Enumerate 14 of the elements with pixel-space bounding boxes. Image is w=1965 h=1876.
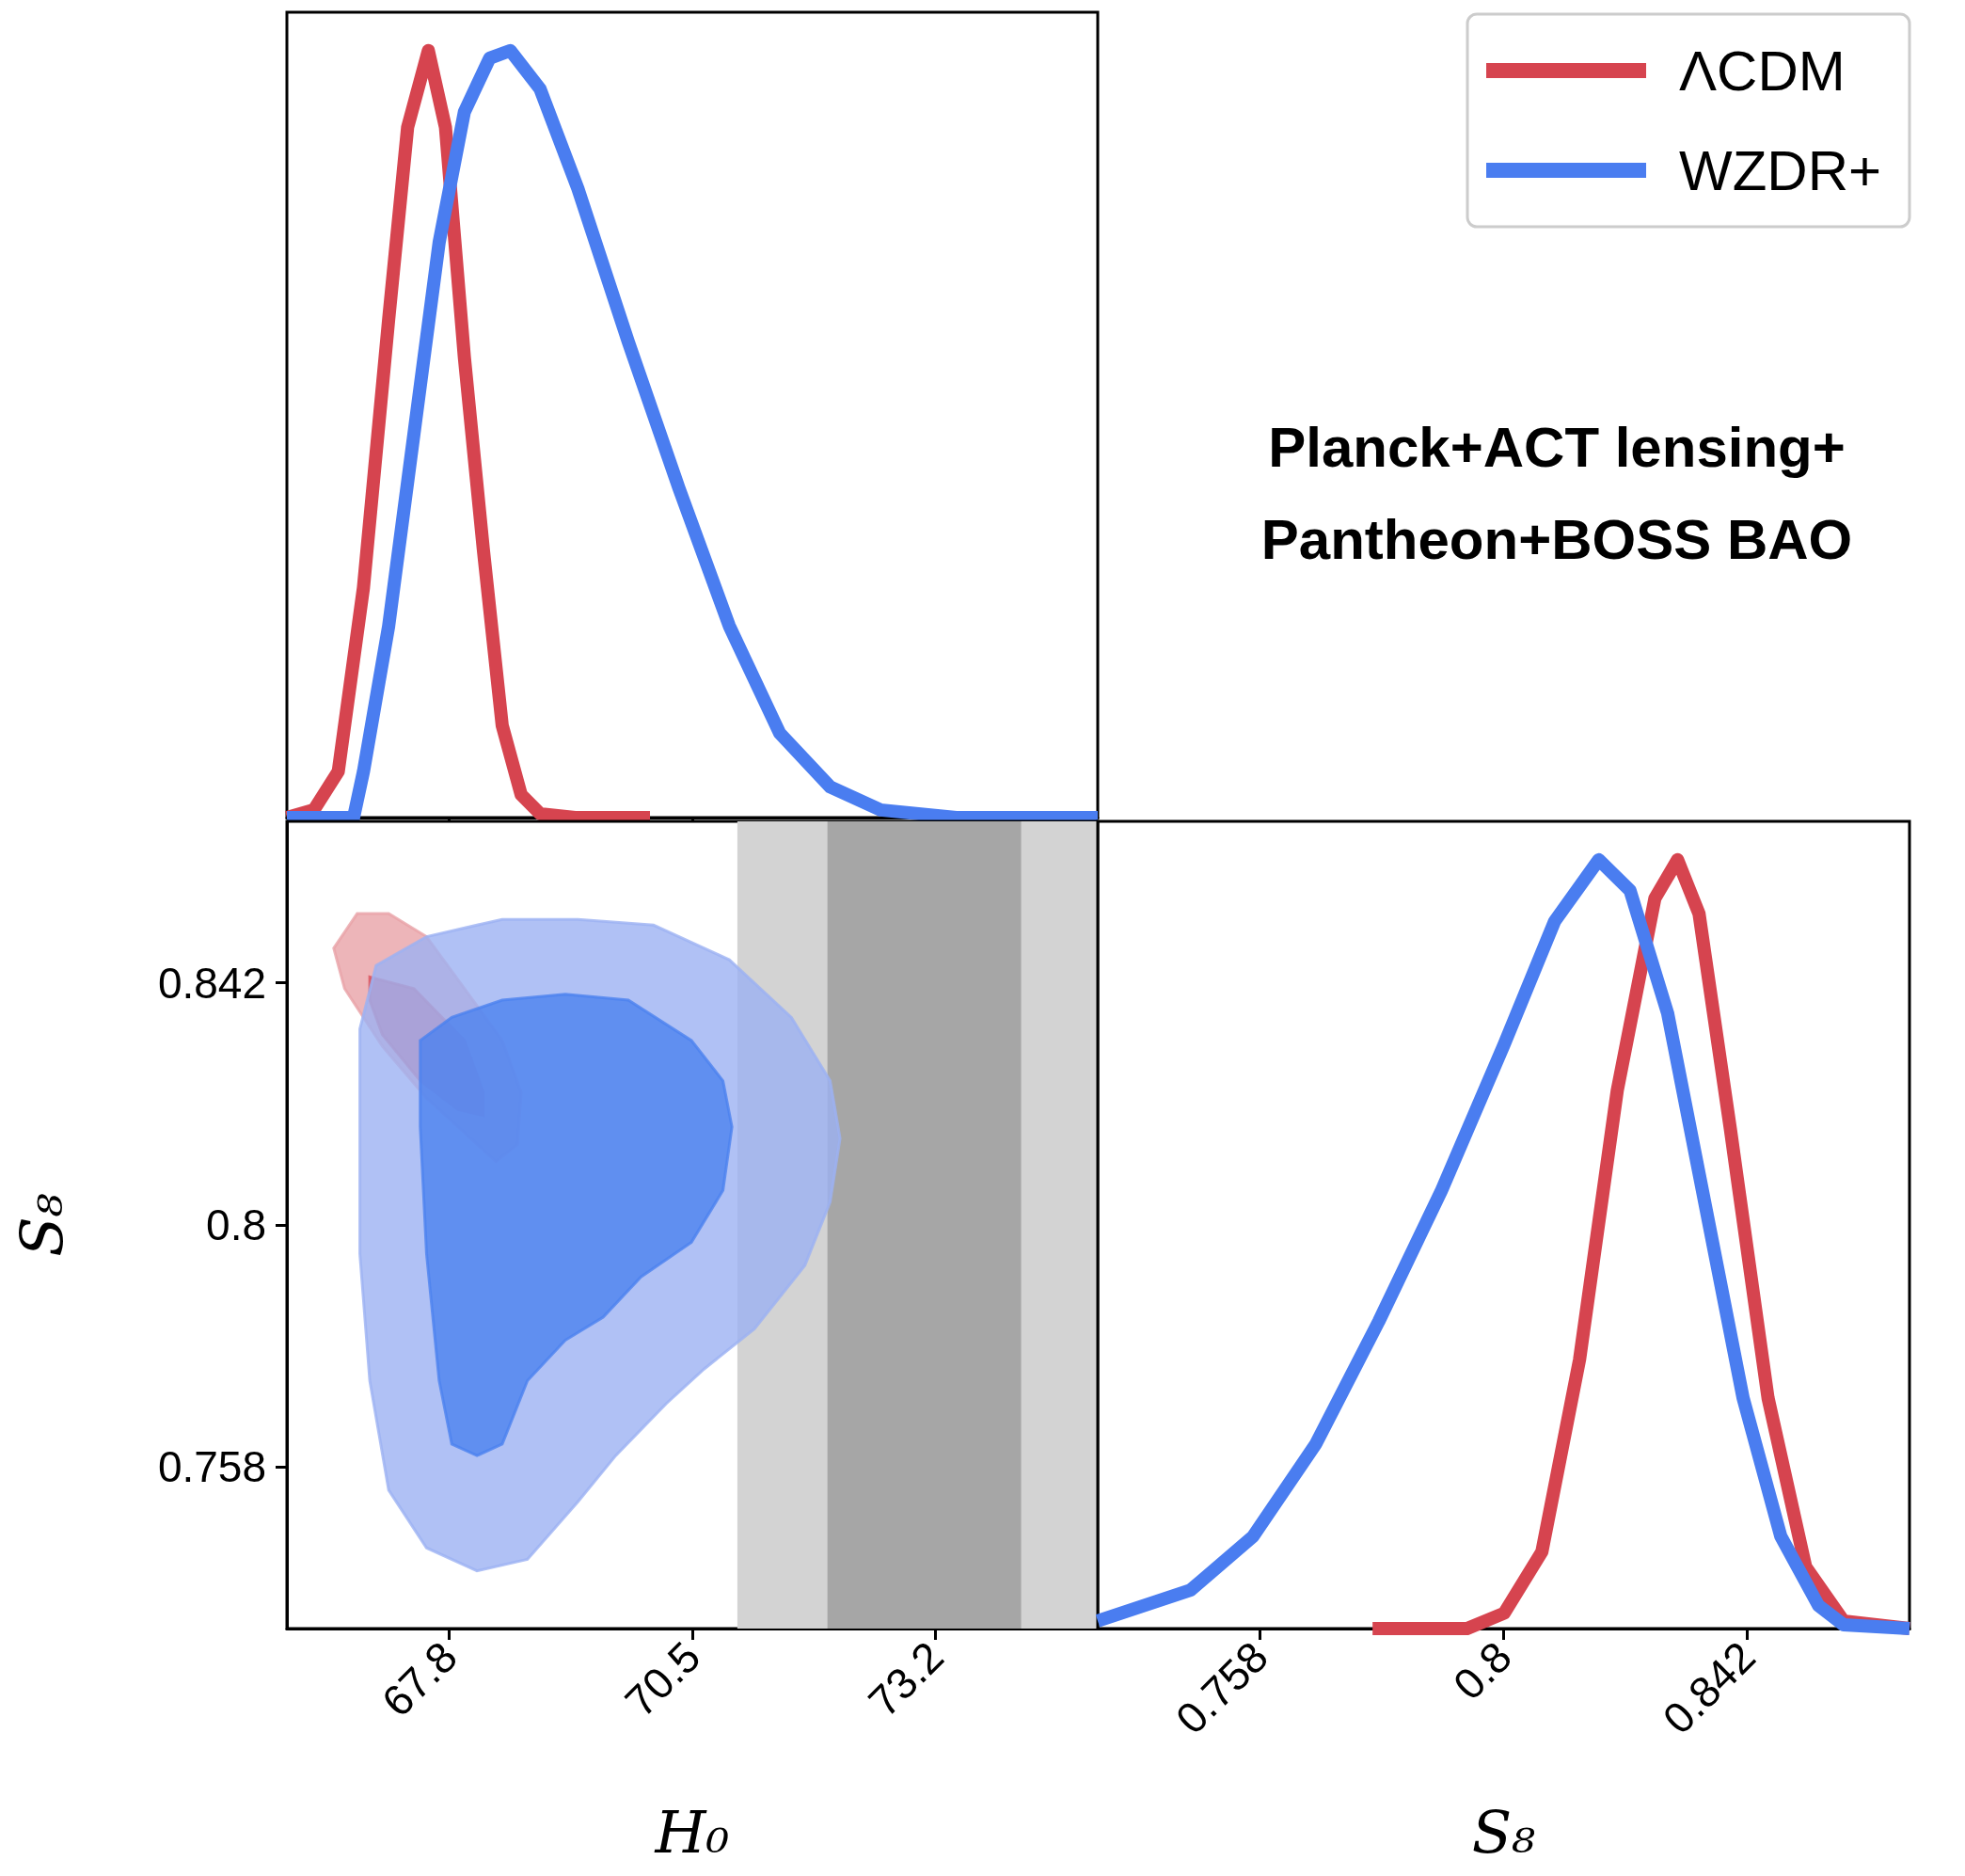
y-tick-label: 0.758 [157,1442,266,1492]
x-tick-label: 67.8 [372,1631,467,1726]
x-axis-title: S₈ [1471,1797,1536,1867]
legend-label: WZDR+ [1679,138,1881,202]
x-tick-label: 73.2 [858,1631,953,1726]
text: Pantheon+BOSS BAO [1260,507,1853,571]
text: Planck+ACT lensing+ [1268,415,1846,479]
x-tick-label: 70.5 [615,1631,710,1726]
y-tick-label: 0.842 [157,958,266,1008]
y-tick-label: 0.8 [206,1200,266,1249]
y-axis-title: S₈ [7,1193,76,1257]
legend-label: ΛCDM [1679,39,1846,103]
x-axis-title: H₀ [654,1797,730,1867]
x-tick-label: 0.8 [1443,1631,1521,1709]
